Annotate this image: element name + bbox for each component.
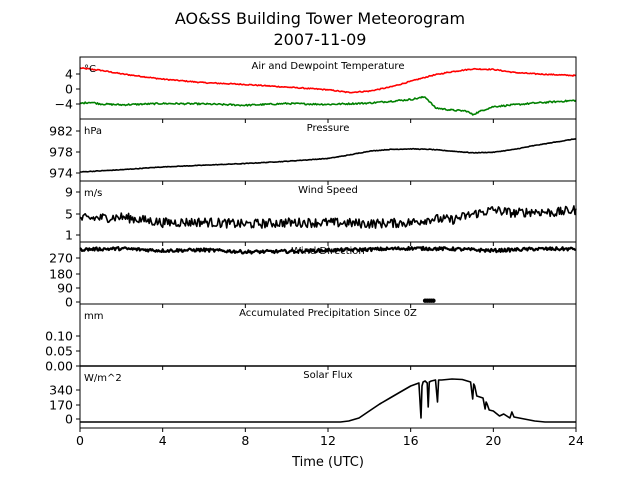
panel-5-ytick-label-1: 170 (49, 398, 73, 413)
panel-0-series-1 (79, 95, 577, 116)
panel-3-series-0 (79, 245, 577, 255)
x-axis-label: Time (UTC) (291, 455, 364, 470)
panel-1-ytick-label-0: 982 (49, 124, 73, 139)
x-tick-label-6: 24 (568, 433, 584, 448)
figure-title: AO&SS Building Tower Meteorogram (175, 9, 465, 28)
panel-4-ytick-label-2: 0.00 (45, 359, 73, 374)
panel-4-ytick-label-0: 0.10 (45, 329, 73, 344)
panel-0-ytick-label-2: −4 (55, 97, 73, 112)
panel-4-ytick-label-1: 0.05 (45, 344, 73, 359)
panel-5-series-0 (80, 378, 576, 423)
x-tick-label-2: 8 (241, 433, 249, 448)
panel-0-series-0 (79, 67, 577, 94)
panel-3-ytick-label-2: 90 (57, 281, 73, 296)
panel-3-ytick-label-0: 270 (49, 251, 73, 266)
x-tick-label-1: 4 (159, 433, 167, 448)
panel-0-unit: °C (84, 64, 96, 75)
panel-1-ytick-label-1: 978 (49, 145, 73, 160)
panel-3-ytick-label-3: 0 (65, 295, 73, 310)
x-axis: 0 4 8 12 16 20 24 (76, 433, 584, 448)
panel-0-ytick-label-0: 4 (65, 67, 73, 82)
panel-3-title: Wind Direction (291, 246, 365, 257)
panel-5-ytick-label-2: 0 (65, 412, 73, 427)
figure-subtitle: 2007-11-09 (274, 30, 367, 49)
panel-2-ytick-label-0: 9 (65, 185, 73, 200)
panel-5-title: Solar Flux (303, 370, 353, 381)
panel-5-ytick-label-0: 340 (49, 383, 73, 398)
panel-5-unit: W/m^2 (84, 373, 122, 384)
panel-0-ytick-label-1: 0 (65, 82, 73, 97)
panel-0-title: Air and Dewpoint Temperature (252, 61, 405, 72)
x-tick-label-3: 12 (320, 433, 336, 448)
panel-4-title: Accumulated Precipitation Since 0Z (239, 308, 417, 319)
panel-4: 0.100.050.00 Accumulated Precipitation Si… (45, 303, 577, 374)
panel-1-ytick-label-2: 974 (49, 166, 73, 181)
panel-2: 9 5 1 Wind Speed m/s (65, 180, 577, 246)
panel-2-ytick-label-2: 1 (65, 228, 73, 243)
panel-2-ytick-label-1: 5 (65, 207, 73, 222)
x-tick-label-5: 20 (485, 433, 501, 448)
panel-2-unit: m/s (84, 188, 102, 199)
panel-2-series-0 (79, 205, 577, 229)
panel-4-unit: mm (84, 311, 103, 322)
panel-1-title: Pressure (307, 123, 350, 134)
x-tick-label-0: 0 (76, 433, 84, 448)
panel-0: 40−4 Air and Dewpoint Temperature °C (55, 56, 577, 123)
x-tick-label-4: 16 (403, 433, 419, 448)
panel-1: 982 978 974 Pressure hPa (49, 118, 577, 185)
panel-1-series-0 (79, 137, 577, 173)
panel-3-dot-4 (431, 298, 436, 303)
panel-3-ytick-label-1: 180 (49, 267, 73, 282)
panel-1-unit: hPa (84, 126, 102, 137)
panel-2-title: Wind Speed (298, 185, 358, 196)
